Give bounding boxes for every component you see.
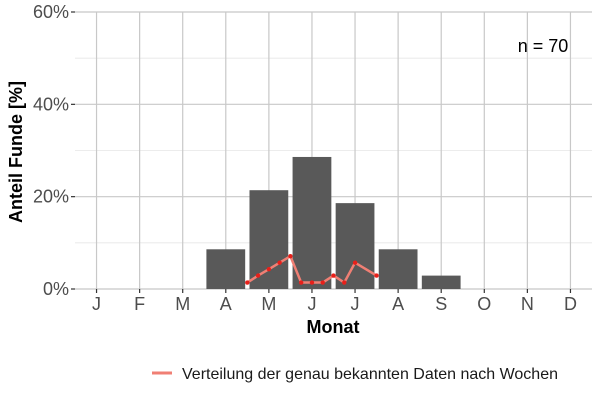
y-tick-label: 20% [33,187,69,207]
bar-8 [378,249,418,289]
line-point [342,280,347,285]
x-tick-label: A [220,294,232,314]
line-point [331,273,336,278]
x-tick-label: N [521,294,534,314]
line-point [277,260,282,265]
line-point [309,280,315,285]
line-point [374,273,379,278]
x-tick-label: A [392,294,404,314]
y-tick-label: 0% [43,279,69,299]
line-point [288,254,293,259]
gridlines [75,11,592,290]
legend: Verteilung der genau bekannten Daten nac… [152,366,558,383]
x-tick-label: J [92,294,101,314]
line-point [352,260,358,265]
legend-label: Verteilung der genau bekannten Daten nac… [182,366,558,383]
y-tick-label: 60% [33,2,69,22]
x-tick-label: S [435,294,447,314]
bar-6 [292,156,332,289]
x-tick-label: J [351,294,360,314]
line-point [320,280,325,285]
y-axis-ticks: 0% 20% 40% 60% [33,2,75,299]
y-tick-label: 40% [33,94,69,114]
bar-4 [206,249,246,289]
x-tick-label: F [134,294,145,314]
weekly-line-series [245,254,379,285]
x-tick-label: J [307,294,316,314]
y-axis-title: Anteil Funde [%] [6,81,26,223]
line-point [298,280,304,285]
bar-7 [335,203,375,289]
x-tick-label: M [175,294,190,314]
x-axis-title: Monat [307,317,360,337]
line-point [245,280,250,285]
line-point [266,266,272,272]
line-point [255,273,261,278]
x-tick-label: O [477,294,491,314]
bar-5 [249,190,289,289]
x-tick-label: D [564,294,577,314]
bar-9 [421,275,461,289]
bars [206,156,461,289]
n-annotation: n = 70 [518,36,569,56]
x-tick-label: M [261,294,276,314]
